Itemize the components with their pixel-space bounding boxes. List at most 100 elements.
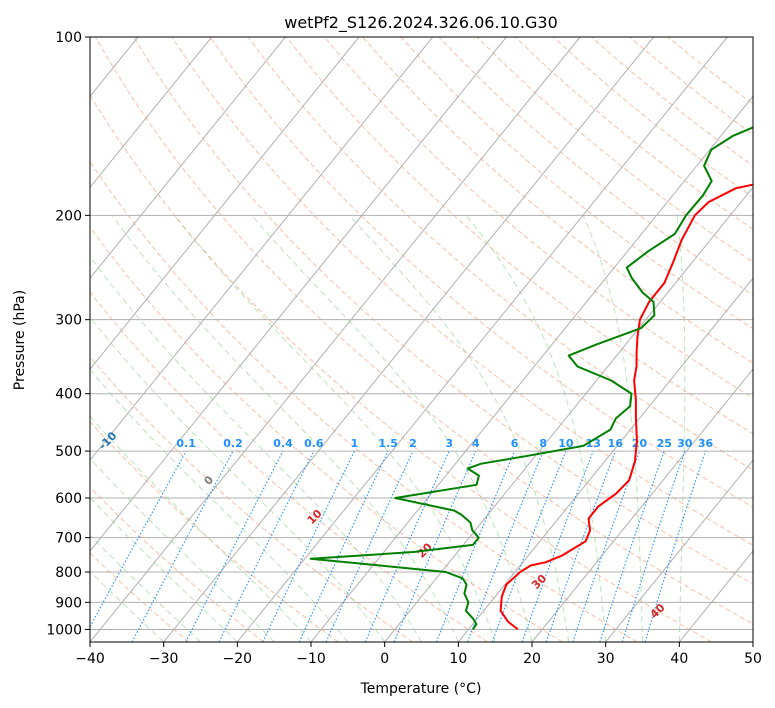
y-tick-label: 200 <box>55 208 82 224</box>
isotherm <box>90 37 213 189</box>
dry-adiabat <box>514 37 753 230</box>
dry-adiabat <box>90 420 339 642</box>
dry-adiabat-label: 30 <box>529 572 549 592</box>
mixing-ratio-line <box>364 450 450 642</box>
moist-adiabat <box>251 214 533 642</box>
mixing-ratio-line <box>491 450 567 642</box>
mixing-ratio-line <box>325 450 414 642</box>
y-tick-label: 400 <box>55 387 82 403</box>
dewpoint-line <box>309 126 753 630</box>
x-tick-label: 50 <box>744 651 762 667</box>
mixing-ratio-line <box>599 450 665 642</box>
isotherm <box>90 37 581 642</box>
profiles <box>309 126 753 631</box>
dry-adiabat <box>324 37 753 399</box>
isotherm <box>236 37 728 642</box>
dry-adiabat-label: 40 <box>648 601 668 621</box>
isotherm <box>90 37 507 552</box>
mixing-ratio-line <box>521 450 594 642</box>
mixing-ratio-line <box>298 450 389 642</box>
mixing-ratio-label: 0.2 <box>223 437 243 450</box>
mixing-ratio-line <box>262 450 355 642</box>
y-tick-label: 300 <box>55 313 82 329</box>
x-tick-label: 30 <box>597 651 615 667</box>
dry-adiabat <box>133 37 753 585</box>
x-tick-label: −10 <box>296 651 326 667</box>
y-tick-label: 500 <box>55 444 82 460</box>
y-tick-label: 600 <box>55 491 82 507</box>
mixing-ratio-label: 6 <box>511 437 519 450</box>
chart-title: wetPf2_S126.2024.326.06.10.G30 <box>284 13 558 33</box>
moist-adiabat <box>90 496 238 642</box>
moist-adiabat <box>90 316 386 642</box>
y-tick-label: 700 <box>55 531 82 547</box>
isotherm <box>310 95 753 642</box>
mixing-ratio-line <box>90 450 187 629</box>
mixing-ratio-line <box>545 450 616 642</box>
mixing-ratio-line <box>393 450 477 642</box>
mixing-ratio-label: 1 <box>351 437 359 450</box>
mixing-ratio-label: 0.1 <box>176 437 196 450</box>
dry-adiabat <box>438 37 753 296</box>
x-tick-label: 0 <box>380 651 389 667</box>
dry-adiabat-label: -10 <box>96 429 119 452</box>
y-axis-ticks: 100 200 300 400 500 600 700 800 900 1000 <box>46 30 90 638</box>
mixing-ratio-label: 30 <box>677 437 693 450</box>
x-tick-label: −40 <box>75 651 105 667</box>
y-axis-label: Pressure (hPa) <box>12 290 28 390</box>
dry-adiabat-label: 0 <box>202 473 217 488</box>
mixing-ratio-line <box>572 450 641 642</box>
moist-adiabat <box>676 215 686 642</box>
mixing-ratio-line <box>218 450 315 642</box>
moist-adiabat <box>90 415 312 642</box>
temperature-line <box>499 183 753 631</box>
y-tick-label: 900 <box>55 595 82 611</box>
x-tick-label: 40 <box>670 651 688 667</box>
moist-adiabat <box>90 255 422 642</box>
dry-adiabat <box>400 37 753 330</box>
mixing-ratio-label: 16 <box>608 437 624 450</box>
x-axis-ticks: −40 −30 −20 −10 0 10 20 30 40 50 <box>75 642 762 667</box>
isobars <box>90 37 753 630</box>
isotherm <box>90 37 434 461</box>
overlay-labels: 0.1 0.2 0.4 0.6 1 1.5 2 3 4 6 8 10 13 16 20 25 30 36 -10 0 -… <box>96 429 713 621</box>
mixing-ratio-line <box>621 450 686 642</box>
isotherm <box>605 459 753 642</box>
dry-adiabat <box>95 37 753 625</box>
moist-adiabat <box>111 215 459 642</box>
mixing-ratio-lines <box>90 450 707 642</box>
dry-adiabat <box>90 552 190 642</box>
mixing-ratio-label: 13 <box>586 437 601 450</box>
moist-adiabat <box>90 457 275 642</box>
isotherm <box>531 368 753 642</box>
mixing-ratio-label: 25 <box>657 437 672 450</box>
mixing-ratio-label: 3 <box>445 437 453 450</box>
mixing-ratio-label: 10 <box>558 437 574 450</box>
dry-adiabat <box>209 37 753 508</box>
x-tick-label: −30 <box>149 651 179 667</box>
isotherm <box>90 37 286 280</box>
dry-adiabat <box>90 355 414 642</box>
mixing-ratio-label: 0.4 <box>273 437 293 450</box>
isotherm <box>384 186 753 642</box>
mixing-ratio-label: 8 <box>539 437 547 450</box>
moist-adiabat <box>174 214 496 642</box>
x-tick-label: 20 <box>523 651 541 667</box>
moist-adiabat <box>90 570 165 642</box>
mixing-ratio-line <box>466 450 544 642</box>
y-tick-label: 800 <box>55 565 82 581</box>
mixing-ratio-line <box>435 450 516 642</box>
moist-adiabats <box>90 214 686 642</box>
dry-adiabats <box>90 37 753 642</box>
plot-area: 0.1 0.2 0.4 0.6 1 1.5 2 3 4 6 8 10 13 16 20 25 30 36 -10 0 -… <box>90 37 753 642</box>
dry-adiabat <box>90 160 638 642</box>
isotherms <box>90 37 753 642</box>
x-tick-label: 10 <box>449 651 467 667</box>
mixing-ratio-line <box>644 450 707 642</box>
isotherm <box>90 37 360 370</box>
moist-adiabat <box>582 215 643 642</box>
isotherm <box>163 37 655 642</box>
dry-adiabat <box>90 291 488 642</box>
moist-adiabat <box>90 368 349 642</box>
